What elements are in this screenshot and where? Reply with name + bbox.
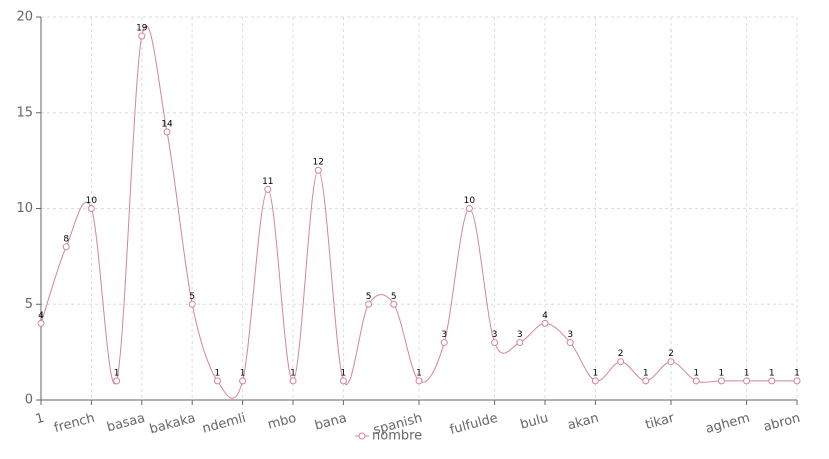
data-label: 1 [416,368,422,378]
data-label: 1 [744,368,750,378]
data-label: 19 [136,24,148,34]
x-tick-label: aghem [704,411,751,437]
y-tick-label: 10 [16,201,33,216]
data-label: 4 [38,311,44,321]
x-tick-label: abron [762,411,802,435]
point [793,377,801,385]
data-label: 3 [441,330,447,340]
point [591,377,599,385]
point [642,377,650,385]
data-label: 1 [341,368,347,378]
x-tick-label: akan [566,411,600,434]
x-tick-label: fulfulde [448,411,499,438]
x-tick-label: tikar [644,411,677,433]
point [289,377,297,385]
x-tick-label: bana [313,411,348,434]
point [163,128,171,136]
data-label: 1 [593,368,599,378]
data-label: 1 [240,368,246,378]
data-label: 14 [161,119,173,129]
data-label: 1 [719,368,725,378]
data-label: 1 [114,368,120,378]
legend-marker [358,432,366,440]
point [541,319,549,327]
y-tick-label: 0 [25,393,33,408]
point [566,339,574,347]
data-label: 3 [492,330,498,340]
point [465,205,473,212]
point [440,339,448,347]
point [390,300,398,308]
point [188,300,196,308]
data-label: 1 [290,368,296,378]
point [314,166,322,174]
data-label: 11 [262,177,273,187]
x-tick-label: mbo [266,411,298,433]
point [62,243,70,251]
data-label: 12 [312,158,323,168]
point [138,32,146,40]
data-label: 5 [366,292,372,302]
point [768,377,776,385]
data-label: 1 [794,368,800,378]
data-label: 3 [517,330,523,340]
point [667,358,675,366]
data-label: 8 [63,234,69,244]
data-label: 4 [542,311,548,321]
point [339,377,347,385]
data-label: 10 [86,196,98,206]
point [491,339,499,347]
legend-label: nombre [372,429,422,444]
x-tick-label: bulu [519,411,550,433]
point [717,377,725,385]
point [37,319,45,327]
point [692,377,700,385]
point [516,339,524,347]
x-tick-label: french [53,411,97,436]
point [617,358,625,366]
point [415,377,423,385]
line [40,25,797,399]
y-tick-label: 20 [16,10,33,25]
data-label: 1 [693,368,699,378]
data-label: 5 [189,292,195,302]
point [743,377,751,385]
data-label: 2 [668,349,674,359]
point [365,300,373,308]
point [87,205,95,212]
data-label: 1 [643,368,649,378]
x-tick-label: bakaka [148,411,197,438]
data-label: 3 [567,330,573,340]
data-label: 5 [391,292,397,302]
data-label: 1 [769,368,775,378]
x-tick-label: 1 [34,411,46,428]
y-tick-label: 5 [25,297,33,312]
y-tick-label: 15 [16,105,33,120]
x-tick-label: ndemli [201,411,248,437]
point [264,185,272,193]
x-tick-label: basaa [105,411,146,436]
point [213,377,221,385]
data-label: 10 [464,196,476,206]
data-label: 2 [618,349,624,359]
point [113,377,121,385]
point [239,377,247,385]
data-label: 1 [215,368,221,378]
